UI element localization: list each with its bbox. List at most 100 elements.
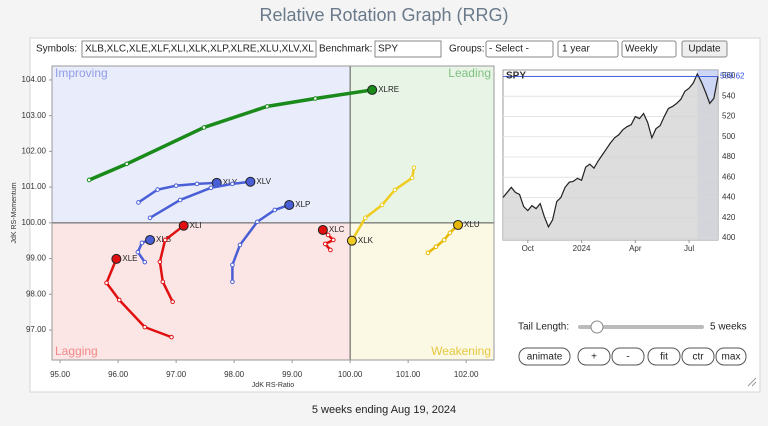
y-tick-label: 400: [722, 233, 736, 242]
y-tick-label: 500: [722, 132, 736, 141]
series-label: XLRE: [378, 85, 399, 94]
action-button[interactable]: [715, 347, 747, 366]
benchmark-value: SPY: [378, 44, 398, 55]
tail-point: [441, 237, 447, 243]
tail-point: [142, 259, 148, 265]
x-tick-label: 2024: [573, 244, 591, 253]
resize-grip: [747, 377, 757, 387]
tail-point: [411, 165, 417, 171]
head-point: [245, 176, 256, 187]
tail-point: [155, 187, 160, 192]
head-point: [178, 220, 189, 231]
tail-point: [255, 219, 260, 225]
x-tick-label: 100.00: [338, 370, 363, 379]
action-button[interactable]: [611, 347, 645, 366]
action-button-label: -: [626, 352, 629, 363]
tail-point: [169, 334, 174, 340]
quadrant-label: Weakening: [431, 344, 491, 358]
y-tick-label: 103.00: [22, 111, 47, 120]
x-tick-label: 99.00: [282, 370, 303, 379]
tail-point: [136, 200, 141, 205]
series-label: XLV: [256, 177, 271, 186]
action-button-label: fit: [660, 352, 668, 363]
period-value: 1 year: [562, 44, 590, 55]
tail-point: [116, 297, 122, 303]
tail-point: [331, 237, 336, 243]
tail-point: [170, 299, 175, 305]
tail-point: [194, 181, 200, 187]
tail-point: [313, 96, 318, 101]
x-tick-label: 95.00: [50, 370, 71, 379]
series-label: XLE: [122, 254, 137, 263]
head-point: [346, 235, 357, 246]
action-button-label: +: [591, 352, 597, 363]
tail: [231, 203, 291, 284]
interval-value: Weekly: [625, 44, 658, 55]
quadrant-lagging: [52, 222, 351, 360]
period-select[interactable]: [557, 40, 619, 58]
x-axis-label: JdK RS-Ratio: [252, 382, 295, 389]
series-label: XLU: [464, 220, 480, 229]
action-button[interactable]: [577, 347, 611, 366]
tail-point: [409, 175, 415, 181]
y-tick-label: 99.00: [26, 254, 47, 263]
action-button[interactable]: [647, 347, 681, 366]
chart-title: SPY: [506, 71, 526, 82]
quadrant-label: Leading: [448, 66, 491, 80]
benchmark-input[interactable]: [374, 40, 442, 58]
action-button[interactable]: [518, 347, 571, 366]
x-tick-label: 96.00: [108, 370, 129, 379]
tail-point: [230, 279, 235, 285]
quadrant-label: Lagging: [55, 344, 98, 358]
x-tick-label: Oct: [522, 244, 535, 253]
quadrant-improving: [52, 66, 351, 223]
action-button-label: animate: [527, 352, 563, 363]
quadrant-label: Improving: [55, 66, 108, 80]
x-tick-label: 97.00: [166, 370, 187, 379]
plot-frame: [51, 65, 495, 361]
benchmark-label: Benchmark:: [319, 44, 372, 55]
update-button[interactable]: [681, 40, 728, 58]
y-tick-label: 98.00: [26, 289, 47, 298]
interval-select[interactable]: [621, 40, 677, 58]
tail-point: [177, 197, 183, 203]
tail-point: [362, 215, 368, 221]
head-point: [111, 253, 122, 264]
tail-point: [325, 232, 331, 238]
symbols-label: Symbols:: [36, 44, 77, 55]
tail-point: [86, 177, 92, 183]
series-label: XLC: [329, 225, 345, 234]
tail-point: [433, 244, 439, 250]
y-tick-label: 104.00: [22, 75, 47, 84]
tail-point: [201, 125, 207, 130]
tail-point: [322, 241, 328, 247]
series-label: XLK: [358, 236, 374, 245]
y-tick-label: 480: [722, 152, 736, 161]
tail-label: Tail Length:: [518, 322, 569, 333]
action-button[interactable]: [681, 347, 715, 366]
tail-point: [447, 230, 453, 236]
y-tick-label: 100.00: [22, 218, 47, 227]
groups-select[interactable]: [485, 40, 554, 58]
x-tick-label: 102.00: [454, 370, 479, 379]
page-title: Relative Rotation Graph (RRG): [259, 5, 508, 25]
tail-point: [392, 187, 398, 193]
tail-value: 5 weeks: [710, 322, 747, 333]
update-label: Update: [688, 44, 721, 55]
tail-point: [157, 259, 163, 265]
tail-point: [135, 249, 141, 255]
symbols-input[interactable]: [81, 40, 317, 58]
head-point: [453, 219, 464, 230]
y-tick-label: 460: [722, 172, 736, 181]
symbols-value: XLB,XLC,XLE,XLF,XLI,XLK,XLP,XLRE,XLU,XLV…: [85, 44, 314, 55]
head-point: [367, 84, 378, 95]
x-tick-label: 98.00: [224, 370, 245, 379]
last-value-label: 559.62: [720, 72, 745, 81]
tail-point: [208, 185, 214, 191]
y-tick-label: 101.00: [22, 182, 47, 191]
x-tick-label: Jul: [684, 244, 694, 253]
tail-point: [104, 280, 109, 286]
tail-slider-thumb[interactable]: [590, 320, 604, 334]
